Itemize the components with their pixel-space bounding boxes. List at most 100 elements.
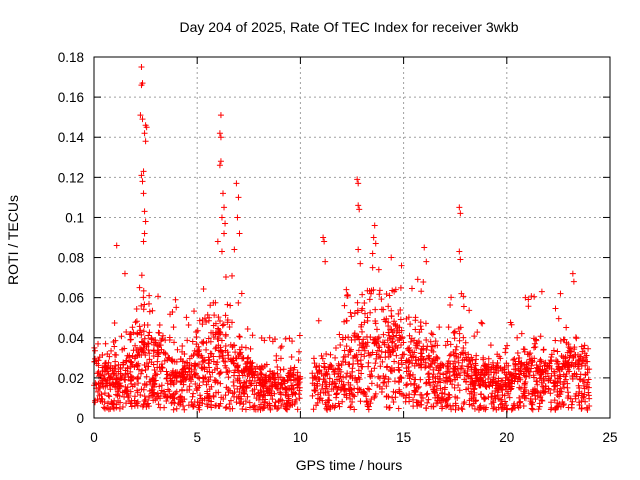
- data-point: [517, 385, 524, 392]
- data-point: [326, 363, 333, 370]
- data-point: [333, 383, 340, 390]
- data-point: [507, 371, 514, 378]
- data-point: [567, 348, 574, 355]
- data-point: [389, 348, 396, 355]
- data-point: [451, 384, 458, 391]
- data-point: [112, 365, 119, 372]
- data-point: [368, 380, 375, 387]
- data-point: [206, 368, 213, 375]
- data-point: [361, 300, 368, 307]
- data-point: [282, 335, 289, 342]
- data-point: [570, 363, 577, 370]
- data-point: [141, 397, 148, 404]
- data-point: [437, 379, 444, 386]
- data-point: [355, 246, 362, 253]
- data-point: [168, 371, 175, 378]
- data-point: [232, 349, 239, 356]
- data-point: [170, 391, 177, 398]
- data-point: [225, 386, 232, 393]
- data-point: [144, 321, 151, 328]
- data-point: [222, 392, 229, 399]
- data-point: [350, 392, 357, 399]
- data-point: [503, 360, 510, 367]
- data-point: [516, 374, 523, 381]
- data-point: [371, 222, 378, 229]
- data-point: [404, 381, 411, 388]
- data-point: [229, 357, 236, 364]
- data-point: [140, 328, 147, 335]
- data-point: [210, 358, 217, 365]
- data-point: [355, 180, 362, 187]
- data-point: [255, 390, 262, 397]
- data-point: [247, 345, 254, 352]
- data-point: [146, 329, 153, 336]
- data-point: [112, 337, 119, 344]
- data-point: [132, 319, 139, 326]
- data-point: [518, 330, 525, 337]
- data-point: [418, 326, 425, 333]
- data-point: [326, 381, 333, 388]
- data-point: [339, 358, 346, 365]
- data-point: [492, 395, 499, 402]
- data-points: [91, 64, 593, 413]
- data-point: [121, 393, 128, 400]
- data-point: [195, 384, 202, 391]
- data-point: [196, 402, 203, 409]
- data-point: [355, 374, 362, 381]
- data-point: [321, 378, 328, 385]
- data-point: [390, 399, 397, 406]
- data-point: [389, 394, 396, 401]
- data-point: [521, 348, 528, 355]
- data-point: [363, 333, 370, 340]
- data-point: [564, 349, 571, 356]
- data-point: [197, 395, 204, 402]
- data-point: [368, 368, 375, 375]
- data-point: [584, 366, 591, 373]
- data-point: [451, 329, 458, 336]
- data-point: [572, 352, 579, 359]
- data-point: [212, 329, 219, 336]
- plot-border: [93, 56, 611, 419]
- data-point: [537, 394, 544, 401]
- data-point: [450, 349, 457, 356]
- data-point: [203, 339, 210, 346]
- data-point: [398, 375, 405, 382]
- data-point: [139, 116, 146, 123]
- data-point: [428, 330, 435, 337]
- data-point: [108, 347, 115, 354]
- data-point: [487, 342, 494, 349]
- data-point: [131, 364, 138, 371]
- data-point: [460, 334, 467, 341]
- data-point: [226, 367, 233, 374]
- data-point: [172, 296, 179, 303]
- data-point: [100, 364, 107, 371]
- data-point: [537, 356, 544, 363]
- data-point: [440, 371, 447, 378]
- data-point: [471, 405, 478, 412]
- data-point: [472, 372, 479, 379]
- data-point: [355, 202, 362, 209]
- x-tick-label: 15: [396, 430, 411, 445]
- data-point: [145, 332, 152, 339]
- data-point: [244, 373, 251, 380]
- data-point: [247, 360, 254, 367]
- data-point: [316, 367, 323, 374]
- data-point: [530, 374, 537, 381]
- data-point: [532, 368, 539, 375]
- data-point: [561, 378, 568, 385]
- data-point: [586, 395, 593, 402]
- data-point: [554, 348, 561, 355]
- data-point: [478, 370, 485, 377]
- data-point: [397, 316, 404, 323]
- x-tick-label: 25: [602, 430, 617, 445]
- data-point: [220, 396, 227, 403]
- data-point: [269, 396, 276, 403]
- data-point: [165, 354, 172, 361]
- data-point: [244, 393, 251, 400]
- data-point: [361, 353, 368, 360]
- data-point: [444, 338, 451, 345]
- data-point: [241, 388, 248, 395]
- data-point: [142, 396, 149, 403]
- data-point: [248, 371, 255, 378]
- data-point: [310, 355, 317, 362]
